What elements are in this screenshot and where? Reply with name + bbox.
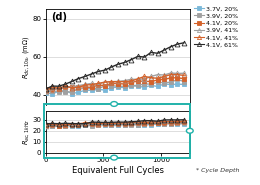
Text: (d): (d) bbox=[51, 12, 67, 22]
Y-axis label: $R_{dc,10s}$, (m$\Omega$): $R_{dc,10s}$, (m$\Omega$) bbox=[21, 35, 31, 79]
X-axis label: Equivalent Full Cycles: Equivalent Full Cycles bbox=[72, 166, 164, 175]
Y-axis label: $R_{ac,1kHz}$: $R_{ac,1kHz}$ bbox=[21, 119, 31, 145]
Text: * Cycle Depth: * Cycle Depth bbox=[196, 168, 240, 173]
Legend: 3.7V, 20%, 3.9V, 20%, 4.1V, 20%, 3.9V, 41%, 4.1V, 41%, 4.1V, 61%: 3.7V, 20%, 3.9V, 20%, 4.1V, 20%, 3.9V, 4… bbox=[194, 6, 238, 48]
